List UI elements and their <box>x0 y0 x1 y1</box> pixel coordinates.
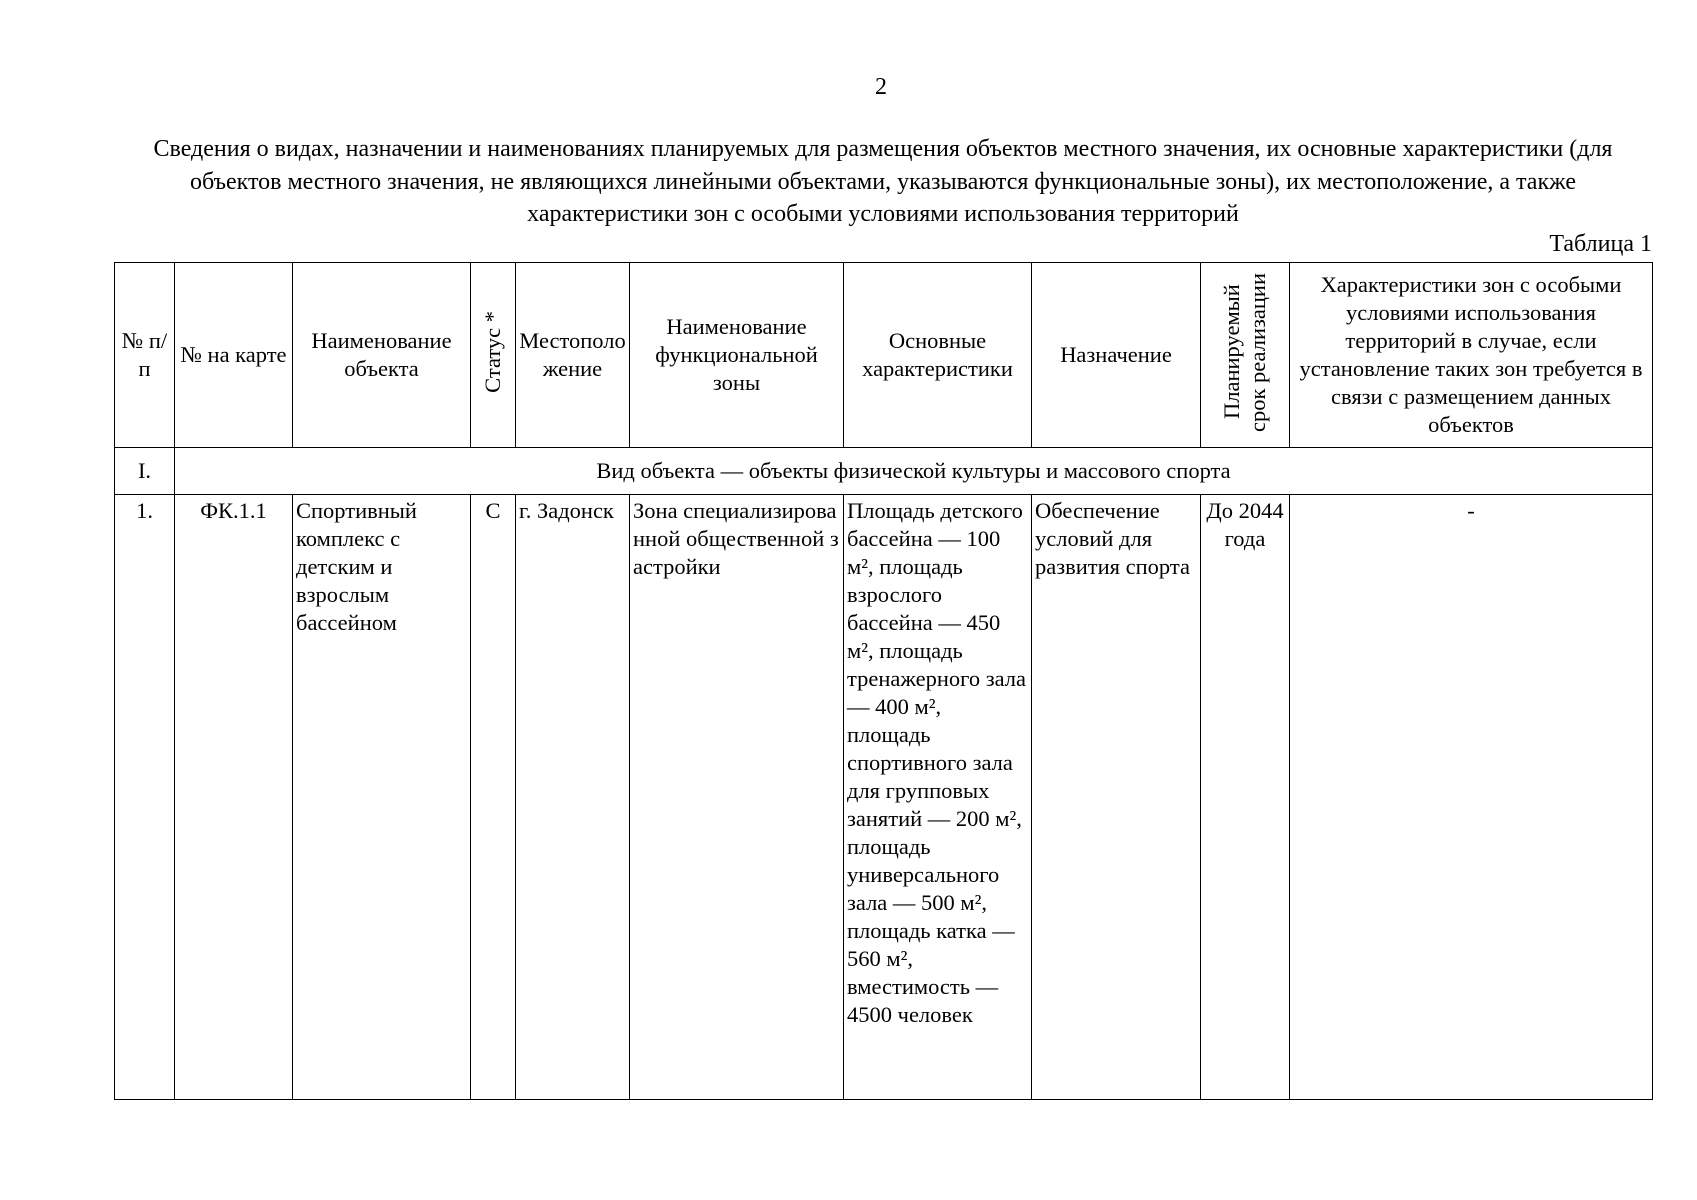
header-status-text: Статус * <box>480 310 505 393</box>
header-zone-name: Наименование функциональной зоны <box>629 262 844 448</box>
cell-number: 1. <box>114 494 175 1100</box>
table-label: Таблица 1 <box>1549 231 1652 257</box>
header-term-text: Планируемый срок реализации <box>1219 272 1270 432</box>
header-number: № п/п <box>114 262 175 448</box>
section-number: I. <box>114 447 175 495</box>
cell-object-name: Спортивный комплекс с детским и взрослым… <box>292 494 471 1100</box>
table-row: 1. ФК.1.1 Спортивный комплекс с детским … <box>114 494 1653 1100</box>
section-row: I. Вид объекта — объекты физической куль… <box>114 447 1653 495</box>
header-term: Планируемый срок реализации <box>1200 262 1290 448</box>
header-zone-characteristics: Характеристики зон с особыми условиями и… <box>1289 262 1653 448</box>
header-row: № п/п № на карте Наименование объекта Ст… <box>114 262 1653 448</box>
document-title: Сведения о видах, назначении и наименова… <box>153 136 1613 227</box>
cell-zone-characteristics: - <box>1289 494 1653 1100</box>
header-purpose: Назначение <box>1031 262 1201 448</box>
objects-table: № п/п № на карте Наименование объекта Ст… <box>114 262 1653 1100</box>
header-map-number: № на карте <box>174 262 293 448</box>
cell-characteristics: Площадь детского бассейна — 100 м², площ… <box>843 494 1032 1100</box>
header-status: Статус * <box>470 262 516 448</box>
header-location: Местоположение <box>515 262 630 448</box>
cell-status: С <box>470 494 516 1100</box>
page-number: 2 <box>875 74 887 100</box>
cell-purpose: Обеспечение условий для развития спорта <box>1031 494 1201 1100</box>
header-object-name: Наименование объекта <box>292 262 471 448</box>
section-label: Вид объекта — объекты физической культур… <box>174 447 1653 495</box>
cell-zone-name: Зона специализированной общественной зас… <box>629 494 844 1100</box>
header-characteristics: Основные характеристики <box>843 262 1032 448</box>
cell-map-number: ФК.1.1 <box>174 494 293 1100</box>
cell-term: До 2044 года <box>1200 494 1290 1100</box>
cell-location: г. Задонск <box>515 494 630 1100</box>
